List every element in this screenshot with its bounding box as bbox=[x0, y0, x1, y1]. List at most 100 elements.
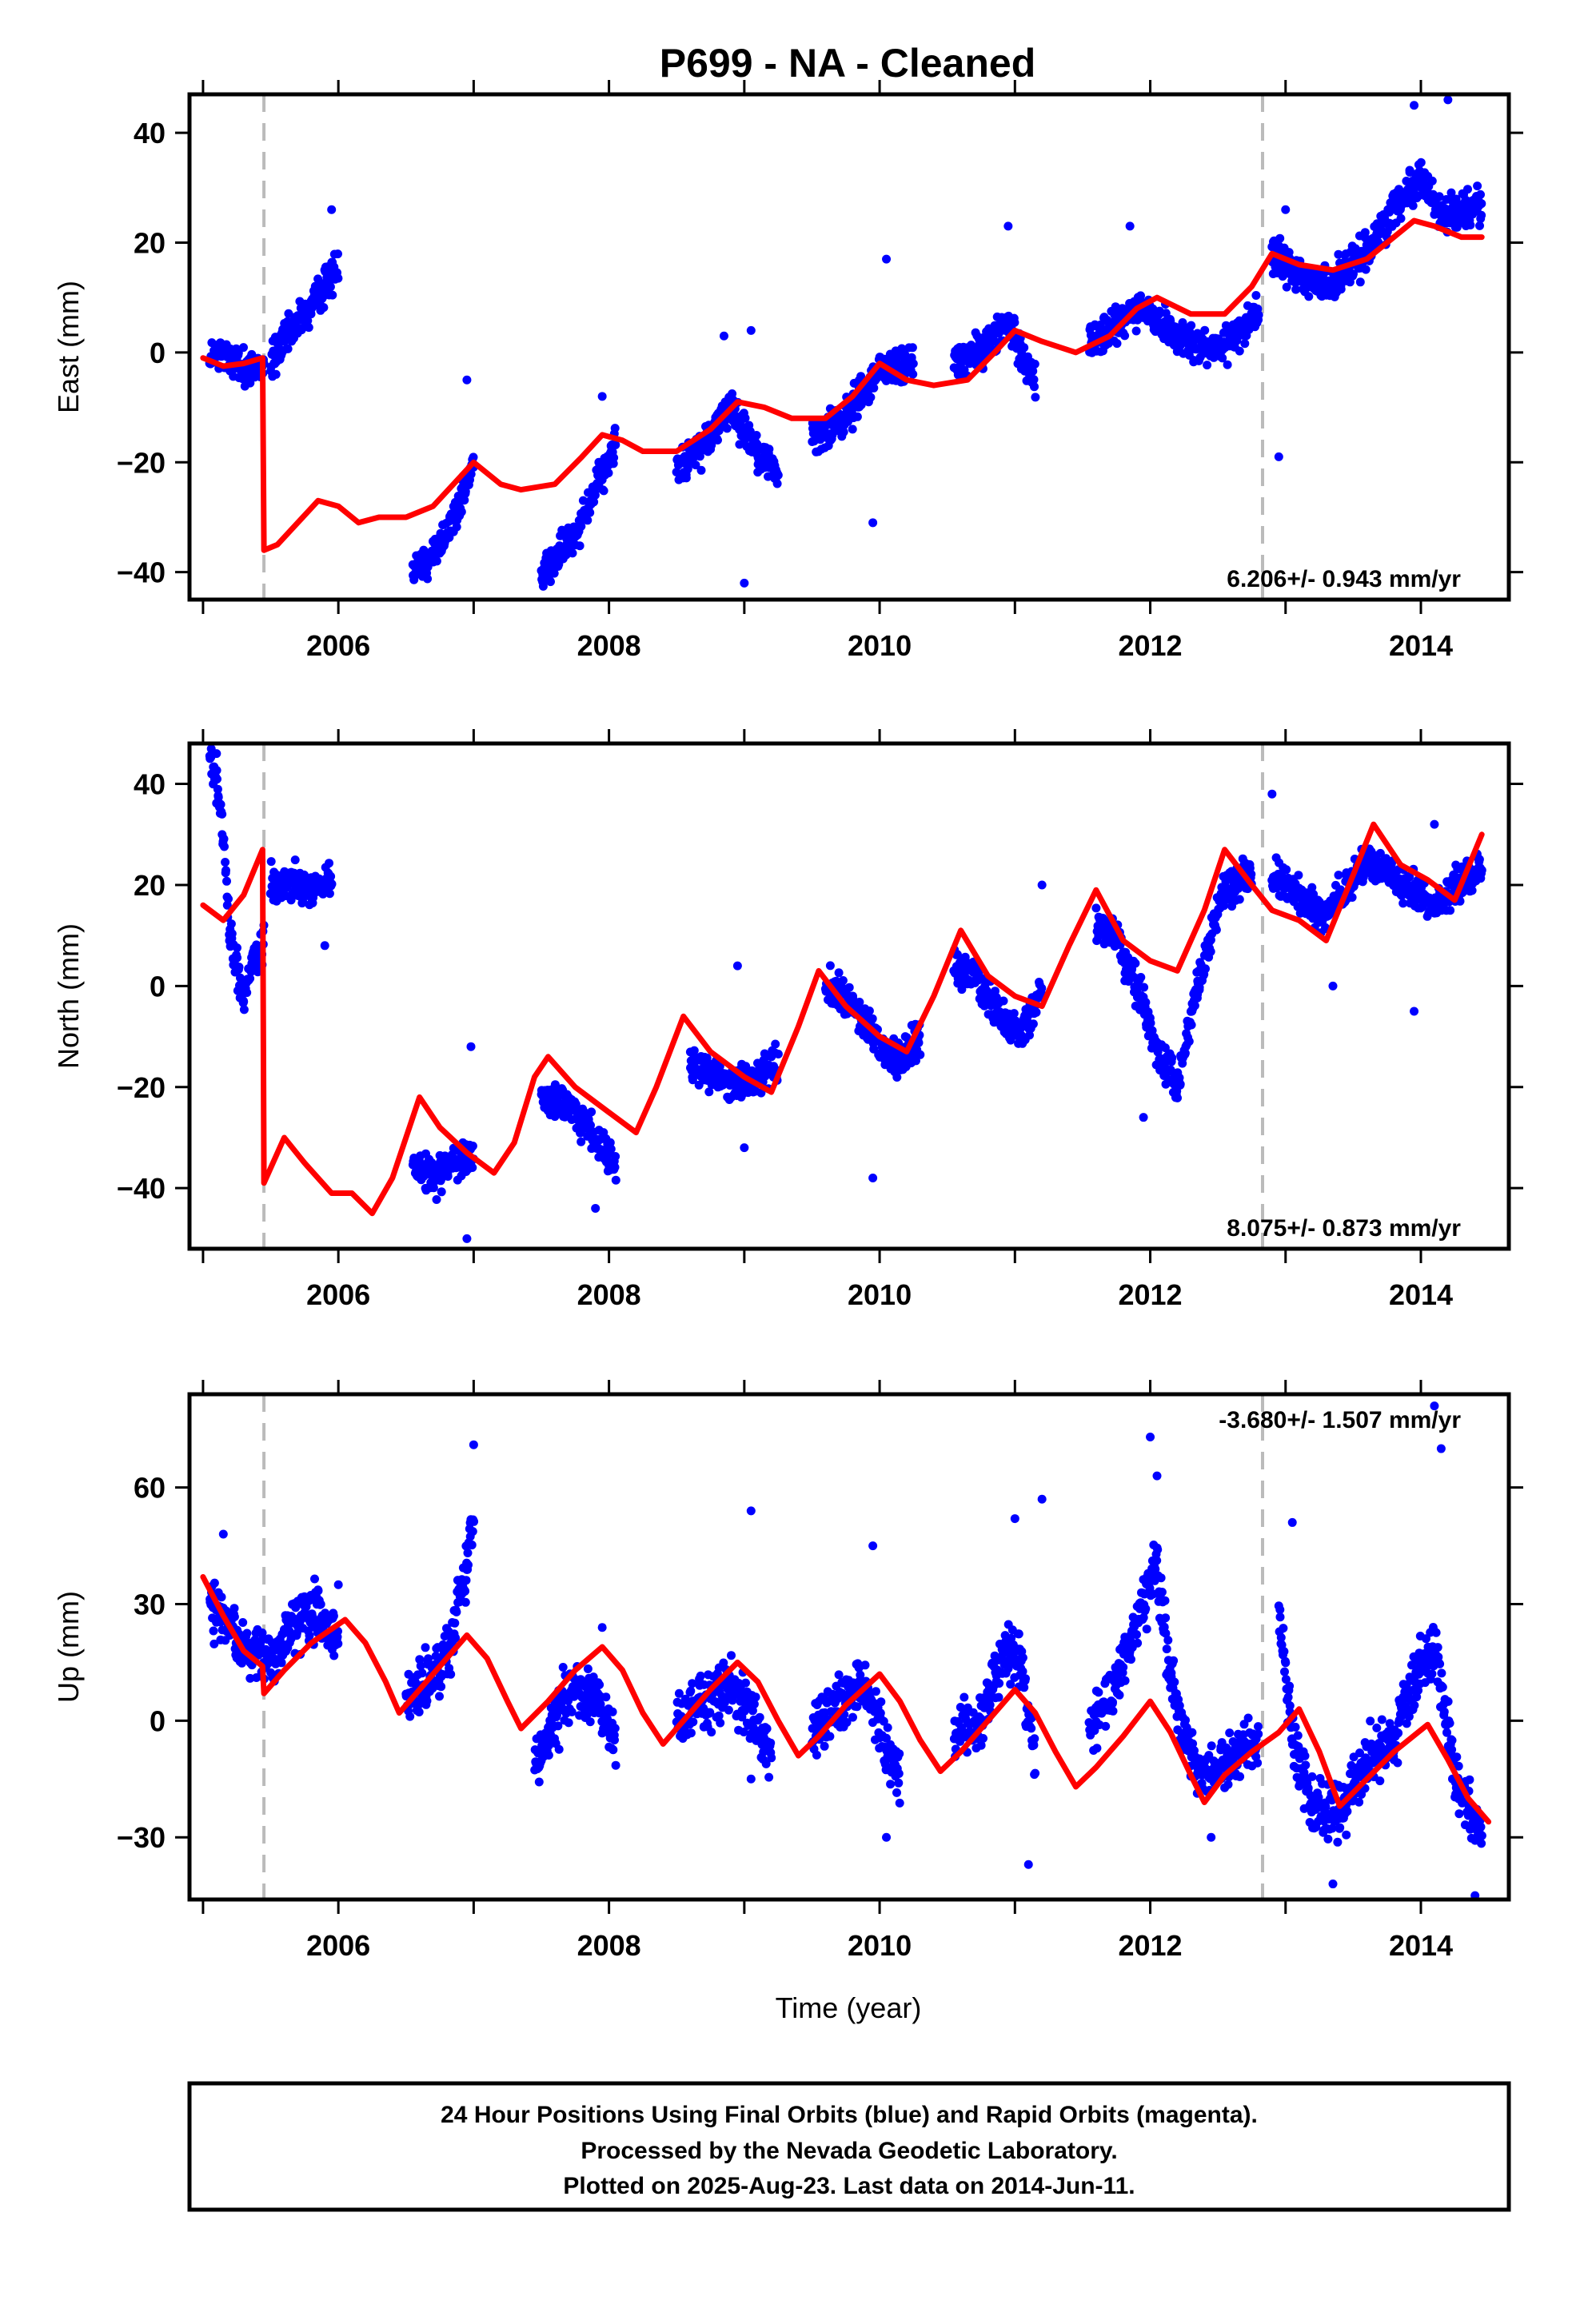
east-obs-point bbox=[848, 425, 857, 433]
east-obs-point bbox=[583, 516, 592, 524]
north-obs-point bbox=[587, 1107, 596, 1116]
up-obs-point bbox=[1181, 1716, 1190, 1724]
up-obs-point bbox=[1030, 1734, 1039, 1743]
up-obs-point bbox=[217, 1593, 226, 1601]
up-obs-point bbox=[464, 1549, 473, 1557]
north-x-tick-label: 2006 bbox=[306, 1278, 370, 1311]
north-obs-point bbox=[1167, 1054, 1176, 1062]
east-obs-point bbox=[1031, 393, 1039, 401]
up-obs-point bbox=[559, 1663, 568, 1672]
east-obs-point bbox=[1275, 234, 1284, 243]
up-obs-point bbox=[1115, 1691, 1124, 1700]
up-obs-point bbox=[230, 1604, 239, 1612]
east-obs-point bbox=[239, 343, 248, 352]
up-obs-point bbox=[686, 1687, 695, 1696]
up-obs-point bbox=[895, 1749, 904, 1758]
up-obs-point bbox=[423, 1696, 432, 1705]
up-obs-point bbox=[405, 1712, 414, 1721]
up-obs-point bbox=[469, 1527, 477, 1536]
up-obs-point bbox=[209, 1627, 218, 1636]
east-obs-outlier bbox=[740, 579, 748, 588]
east-obs-point bbox=[1428, 177, 1437, 185]
east-obs-outlier bbox=[598, 392, 607, 401]
up-obs-point bbox=[435, 1692, 444, 1700]
north-obs-point bbox=[221, 866, 230, 875]
up-obs-point bbox=[461, 1598, 470, 1607]
up-obs-point bbox=[687, 1728, 696, 1737]
north-obs-point bbox=[839, 976, 848, 985]
north-obs-point bbox=[611, 1163, 620, 1172]
east-obs-point bbox=[604, 468, 613, 477]
east-obs-point bbox=[1113, 339, 1122, 348]
north-obs-point bbox=[1212, 926, 1221, 935]
north-obs-point bbox=[325, 889, 334, 898]
north-obs-point bbox=[1282, 865, 1291, 874]
up-obs-point bbox=[452, 1608, 461, 1616]
north-obs-point bbox=[213, 766, 221, 775]
up-obs-point bbox=[1170, 1678, 1179, 1687]
up-obs-point bbox=[1015, 1629, 1023, 1638]
up-obs-point bbox=[696, 1672, 705, 1680]
up-obs-point bbox=[1119, 1663, 1127, 1672]
up-obs-point bbox=[595, 1680, 604, 1689]
east-obs-point bbox=[1132, 327, 1141, 336]
up-obs-point bbox=[210, 1579, 219, 1588]
up-obs-point bbox=[1187, 1728, 1196, 1737]
east-obs-point bbox=[611, 424, 620, 433]
north-obs-outlier bbox=[467, 1042, 476, 1051]
north-obs-point bbox=[1032, 1008, 1041, 1017]
east-obs-point bbox=[1304, 292, 1313, 301]
up-obs-point bbox=[1101, 1722, 1110, 1731]
east-obs-point bbox=[909, 359, 918, 368]
north-obs-outlier bbox=[740, 1143, 748, 1152]
east-obs-point bbox=[697, 466, 706, 475]
east-obs-point bbox=[546, 577, 555, 586]
east-obs-point bbox=[1476, 190, 1485, 199]
east-x-tick-label: 2012 bbox=[1118, 629, 1182, 662]
east-obs-point bbox=[333, 249, 342, 258]
up-obs-point bbox=[1161, 1597, 1170, 1605]
up-obs-point bbox=[450, 1619, 459, 1628]
east-obs-point bbox=[1010, 318, 1019, 327]
north-obs-point bbox=[222, 877, 231, 886]
east-x-tick-label: 2006 bbox=[306, 629, 370, 662]
up-obs-point bbox=[462, 1576, 471, 1585]
east-obs-point bbox=[1337, 285, 1346, 293]
up-obs-point bbox=[812, 1751, 821, 1760]
east-obs-point bbox=[1397, 214, 1406, 223]
north-obs-outlier bbox=[462, 1234, 471, 1243]
north-obs-point bbox=[233, 943, 241, 952]
up-obs-point bbox=[766, 1739, 775, 1748]
east-obs-point bbox=[457, 508, 466, 516]
east-obs-point bbox=[1473, 181, 1482, 190]
north-obs-outlier bbox=[733, 962, 742, 971]
up-obs-point bbox=[568, 1708, 577, 1716]
east-obs-point bbox=[764, 444, 773, 453]
up-obs-point bbox=[437, 1682, 445, 1691]
up-obs-point bbox=[825, 1732, 834, 1741]
up-obs-point bbox=[1157, 1573, 1166, 1582]
north-obs-point bbox=[915, 1038, 924, 1047]
north-y-axis-label: North (mm) bbox=[52, 923, 85, 1069]
north-obs-point bbox=[328, 879, 337, 888]
north-obs-outlier bbox=[1139, 1113, 1148, 1122]
north-obs-outlier bbox=[868, 1174, 877, 1182]
east-obs-outlier bbox=[1126, 221, 1135, 230]
east-x-tick-label: 2010 bbox=[848, 629, 912, 662]
east-y-tick-label: −40 bbox=[117, 556, 166, 589]
up-obs-point bbox=[305, 1631, 314, 1640]
up-obs-point bbox=[1094, 1688, 1103, 1696]
up-obs-point bbox=[238, 1618, 247, 1627]
up-obs-point bbox=[230, 1612, 239, 1621]
east-y-tick-label: −20 bbox=[117, 446, 166, 479]
up-obs-point bbox=[895, 1769, 904, 1778]
up-obs-point bbox=[835, 1670, 844, 1679]
east-obs-point bbox=[853, 413, 862, 421]
north-obs-outlier bbox=[1410, 1007, 1418, 1015]
up-obs-point bbox=[1031, 1769, 1039, 1778]
up-obs-point bbox=[317, 1600, 325, 1608]
north-obs-outlier bbox=[212, 749, 221, 758]
north-obs-point bbox=[468, 1163, 477, 1172]
north-obs-point bbox=[242, 988, 251, 997]
